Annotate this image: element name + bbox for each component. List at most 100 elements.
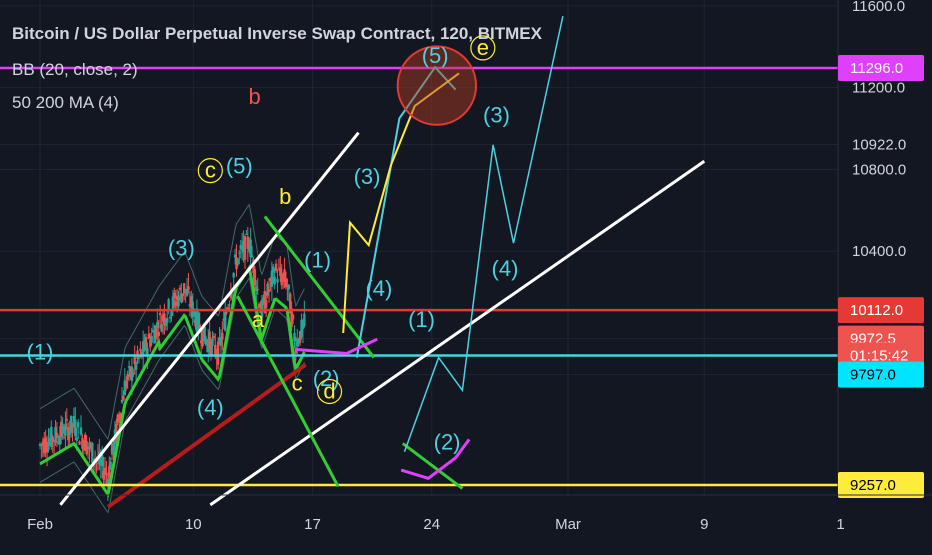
candle-body (216, 341, 220, 365)
candle-body (187, 286, 190, 291)
wave-label: e (477, 35, 489, 60)
candle-body (120, 399, 124, 403)
price-tag-label: 11296.0 (850, 60, 903, 77)
candle-body (102, 470, 105, 480)
candle-body (182, 283, 186, 294)
candle-body (177, 296, 180, 307)
candle-body (168, 316, 172, 319)
candle-body (300, 319, 303, 337)
candle-body (123, 380, 127, 396)
candle-body (109, 461, 112, 470)
y-tick-label: 11200.0 (852, 80, 905, 97)
candle-body (166, 317, 169, 323)
candle-body (44, 437, 47, 451)
candle-body (253, 269, 257, 286)
candle-body (74, 419, 77, 437)
candle-body (117, 416, 121, 423)
candle-body (151, 329, 155, 332)
projection-magenta-arc (295, 337, 378, 356)
candle-body (132, 373, 135, 376)
x-tick-label: 24 (423, 516, 440, 533)
wave-label-circle (197, 158, 223, 184)
candle-body (40, 444, 43, 447)
price-tag (838, 55, 924, 81)
candle-body (232, 273, 235, 278)
candle-body (267, 289, 271, 292)
price-tag-label: 01:15:42 (850, 348, 908, 365)
wave-label: (3) (354, 164, 381, 189)
candle-body (105, 473, 108, 476)
candle-body (133, 356, 136, 365)
x-tick-label: 10 (185, 516, 202, 533)
candle-body (89, 445, 93, 447)
projection-yellow-path (342, 72, 460, 334)
candle-body (41, 441, 45, 447)
candle-body (48, 438, 52, 442)
wave-label: (5) (226, 154, 253, 179)
candle-body (208, 331, 211, 348)
candle-body (51, 436, 54, 443)
candle-body (180, 293, 183, 303)
candle-body (156, 322, 159, 328)
x-tick-label: Mar (555, 516, 581, 533)
candle-body (199, 340, 203, 344)
candle-body (119, 413, 122, 421)
candle-body (134, 362, 138, 370)
price-tag-label: 10112.0 (850, 302, 903, 319)
candle-body (175, 295, 179, 301)
bb-indicator-label[interactable]: BB (20, close, 2) (12, 60, 138, 79)
candle-body (301, 322, 305, 329)
candle-body (150, 335, 153, 343)
candle-body (219, 337, 223, 346)
candle-body (272, 266, 275, 273)
candle-body (75, 437, 78, 441)
wave-label: (4) (197, 395, 224, 420)
candle-body (144, 337, 148, 351)
wave-label: (2) (313, 366, 340, 391)
candle-body (225, 312, 228, 314)
candle-body (190, 296, 193, 308)
y-tick-label: 10922.0 (852, 136, 906, 153)
candle-body (233, 254, 237, 258)
candle-body (122, 395, 125, 401)
wave-label: (4) (365, 276, 392, 301)
candle-body (303, 313, 306, 327)
candle-body (284, 278, 288, 288)
candle-body (47, 441, 50, 450)
candle-body (291, 314, 295, 320)
candle-body (125, 381, 128, 388)
candle-body (93, 458, 97, 460)
candle-body (88, 442, 91, 450)
wave-label-circle (470, 35, 496, 61)
candle-body (242, 240, 245, 253)
candle-body (273, 276, 276, 285)
ma-indicator-label[interactable]: 50 200 MA (4) (12, 93, 119, 112)
candle-body (270, 270, 274, 287)
y-tick-label: 11600.0 (852, 0, 905, 15)
candle-body (81, 437, 84, 449)
candle-body (164, 320, 168, 326)
wave-label: c (292, 370, 303, 395)
candle-body (250, 255, 254, 258)
candle-body (192, 309, 196, 317)
candle-body (103, 467, 107, 475)
candle-body (280, 275, 283, 286)
candle-body (170, 310, 173, 316)
candle-body (130, 366, 134, 382)
candle-body (256, 288, 259, 290)
candle-body (106, 479, 110, 487)
candle-body (158, 312, 162, 316)
candle-body (277, 268, 281, 270)
trendline (59, 131, 360, 506)
candle-body (153, 331, 156, 344)
candle-body (141, 341, 145, 355)
candle-body (222, 318, 225, 321)
candle-body (198, 324, 201, 331)
candle-body (240, 245, 244, 251)
candle-body (218, 337, 221, 342)
candle-body (76, 422, 80, 428)
candle-body (54, 426, 57, 443)
